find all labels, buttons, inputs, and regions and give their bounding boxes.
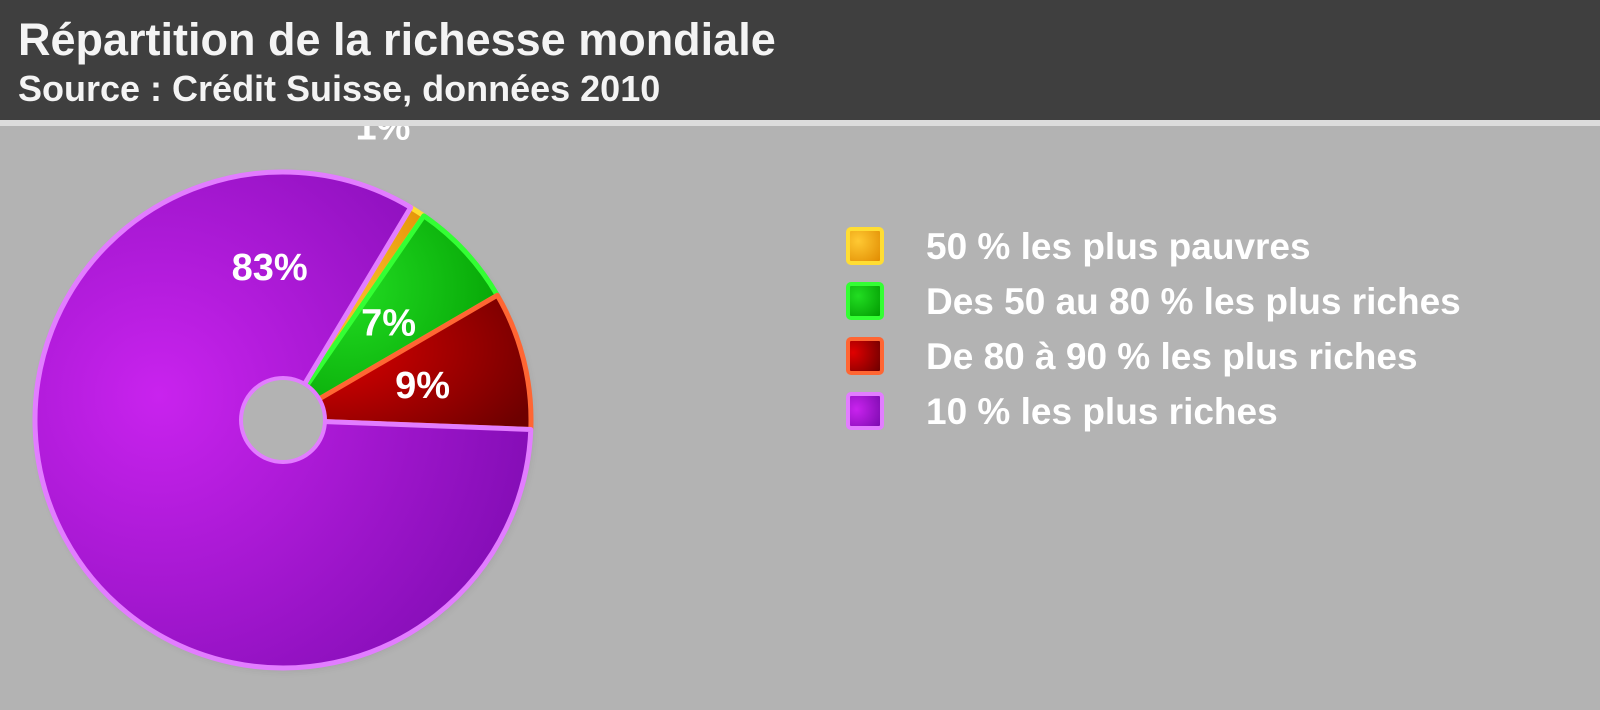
chart-subtitle: Source : Crédit Suisse, données 2010 — [18, 68, 661, 109]
legend-swatch-des-50-au-80-les-plus-riches — [846, 282, 884, 320]
legend-label-50-les-plus-pauvres: 50 % les plus pauvres — [926, 226, 1311, 267]
legend-item-de-80-a-90-les-plus-riches: De 80 à 90 % les plus riches — [846, 336, 1418, 377]
legend-swatch-10-les-plus-riches — [846, 392, 884, 430]
legend-label-de-80-a-90-les-plus-riches: De 80 à 90 % les plus riches — [926, 336, 1418, 377]
chart-title: Répartition de la richesse mondiale — [18, 14, 776, 65]
legend-item-des-50-au-80-les-plus-riches: Des 50 au 80 % les plus riches — [846, 281, 1461, 322]
legend-label-10-les-plus-riches: 10 % les plus riches — [926, 391, 1278, 432]
legend-swatch-de-80-a-90-les-plus-riches — [846, 337, 884, 375]
pie-chart: 1% 7% 9% 83% 50 % les plus pauvres Des 50 au… — [32, 126, 1461, 671]
donut-hole — [239, 376, 327, 464]
legend: 50 % les plus pauvres Des 50 au 80 % les … — [846, 226, 1461, 432]
pie-value-label-10-les-plus-riches: 83% — [232, 247, 308, 289]
legend-item-50-les-plus-pauvres: 50 % les plus pauvres — [846, 226, 1311, 267]
chart-header: Répartition de la richesse mondiale Sour… — [0, 0, 1600, 126]
pie-value-labels: 1% 7% 9% 83% — [232, 126, 450, 407]
legend-label-des-50-au-80-les-plus-riches: Des 50 au 80 % les plus riches — [926, 281, 1461, 322]
pie-slice-de-80-a-90-les-plus-riches — [280, 292, 534, 433]
pie-value-label-50-les-plus-pauvres: 1% — [355, 126, 410, 149]
legend-item-10-les-plus-riches: 10 % les plus riches — [846, 391, 1278, 432]
pie-value-label-de-80-a-90-les-plus-riches: 9% — [395, 365, 450, 407]
pie-value-label-des-50-au-80-les-plus-riches: 7% — [361, 302, 416, 344]
pie-slices — [32, 169, 534, 671]
legend-swatch-50-les-plus-pauvres — [846, 227, 884, 265]
